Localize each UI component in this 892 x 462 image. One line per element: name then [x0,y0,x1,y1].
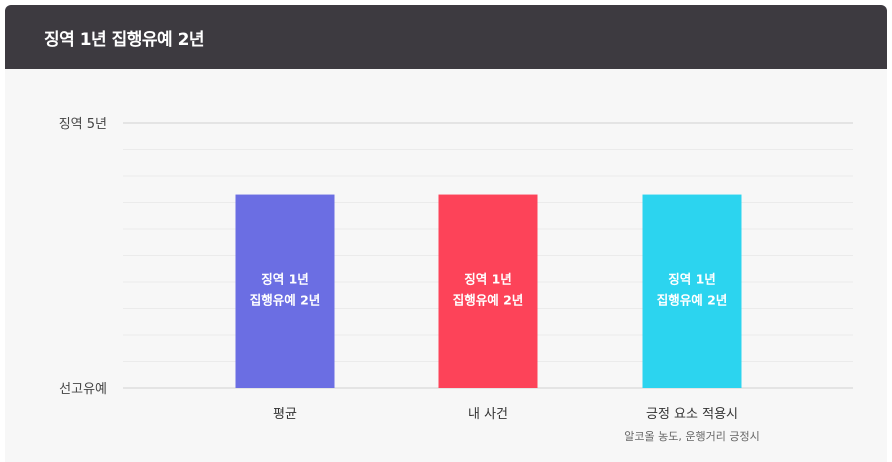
x-tick-label-1: 평균 [273,407,297,422]
bar-label-2-line-1: 징역 1년 [464,271,512,286]
bar-3 [642,194,742,388]
bar-2 [438,194,538,388]
x-tick-label-2: 내 사건 [468,407,508,422]
bar-label-2-line-2: 집행유예 2년 [453,292,524,307]
x-tick-sublabel-3: 알코올 농도, 운행거리 긍정시 [624,429,759,443]
chart-title: 징역 1년 집행유예 2년 [44,30,205,50]
bar-label-3-line-1: 징역 1년 [668,271,716,286]
y-tick-label-bottom: 선고유예 [59,382,107,397]
bar-label-3-line-2: 집행유예 2년 [657,292,728,307]
bar-label-1-line-1: 징역 1년 [261,271,309,286]
bar-label-1-line-2: 집행유예 2년 [250,292,321,307]
x-tick-label-3: 긍정 요소 적용시 [646,407,738,422]
y-tick-label-top: 징역 5년 [59,117,107,132]
card-header: 징역 1년 집행유예 2년 [5,5,887,69]
bar-1 [235,194,335,388]
